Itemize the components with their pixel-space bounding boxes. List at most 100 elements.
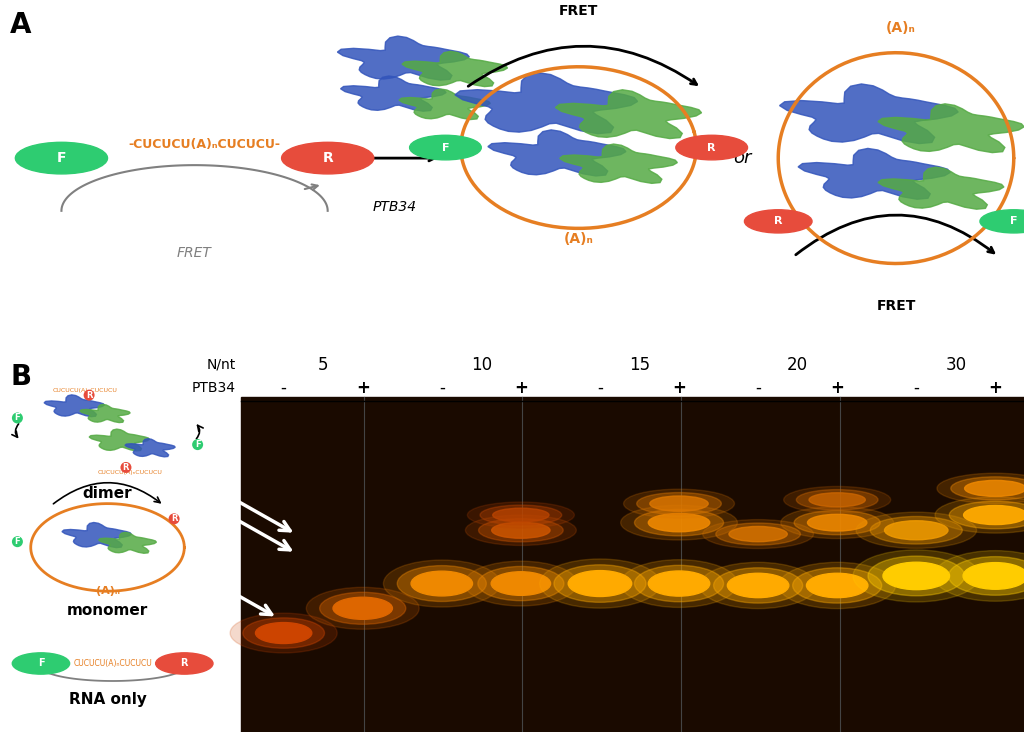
- Ellipse shape: [853, 550, 980, 602]
- Text: +: +: [355, 378, 370, 397]
- Polygon shape: [80, 404, 130, 422]
- Text: +: +: [830, 378, 844, 397]
- Text: +: +: [988, 378, 1002, 397]
- Circle shape: [15, 142, 108, 174]
- Ellipse shape: [540, 559, 660, 608]
- Ellipse shape: [467, 502, 574, 528]
- Ellipse shape: [397, 566, 486, 602]
- Text: CUCUCU(A)ₙCUCUCU: CUCUCU(A)ₙCUCUCU: [97, 470, 163, 475]
- Ellipse shape: [699, 562, 816, 608]
- Text: R: R: [708, 143, 716, 152]
- Circle shape: [744, 210, 812, 233]
- Polygon shape: [560, 144, 677, 183]
- Text: F: F: [38, 659, 44, 668]
- Text: R: R: [86, 391, 92, 400]
- Text: R: R: [180, 659, 188, 668]
- Ellipse shape: [648, 571, 710, 596]
- Ellipse shape: [465, 561, 578, 606]
- Text: A: A: [10, 10, 32, 39]
- Ellipse shape: [568, 571, 632, 597]
- Text: CUCUCU(A)ₙCUCUCU: CUCUCU(A)ₙCUCUCU: [74, 659, 152, 668]
- Polygon shape: [98, 532, 157, 553]
- Ellipse shape: [319, 592, 406, 624]
- Text: F: F: [14, 414, 20, 422]
- Ellipse shape: [779, 562, 896, 608]
- Text: R: R: [323, 151, 333, 165]
- Ellipse shape: [783, 487, 891, 513]
- Ellipse shape: [478, 567, 564, 601]
- Ellipse shape: [716, 523, 801, 545]
- Ellipse shape: [868, 556, 965, 596]
- Polygon shape: [399, 89, 490, 119]
- Ellipse shape: [492, 522, 550, 538]
- Polygon shape: [798, 149, 950, 199]
- Ellipse shape: [554, 565, 646, 602]
- Ellipse shape: [870, 517, 963, 544]
- Circle shape: [282, 142, 374, 174]
- Text: F: F: [441, 143, 450, 152]
- Ellipse shape: [856, 512, 977, 548]
- Text: R: R: [123, 463, 129, 472]
- Ellipse shape: [306, 587, 419, 630]
- Ellipse shape: [793, 568, 882, 603]
- Ellipse shape: [243, 618, 325, 649]
- Circle shape: [410, 135, 481, 160]
- Text: 30: 30: [945, 356, 967, 373]
- Ellipse shape: [624, 489, 734, 518]
- Ellipse shape: [883, 562, 949, 590]
- Ellipse shape: [795, 510, 881, 535]
- Text: -: -: [755, 378, 761, 397]
- Text: -: -: [597, 378, 603, 397]
- Polygon shape: [878, 104, 1024, 152]
- Bar: [241, 397, 1024, 732]
- Polygon shape: [62, 523, 131, 548]
- Ellipse shape: [780, 507, 894, 539]
- Text: -: -: [913, 378, 920, 397]
- Polygon shape: [402, 51, 508, 86]
- Ellipse shape: [935, 497, 1024, 533]
- Circle shape: [676, 135, 748, 160]
- Text: PTB34: PTB34: [372, 201, 417, 214]
- Text: R: R: [171, 515, 177, 523]
- Ellipse shape: [729, 526, 787, 542]
- Polygon shape: [779, 84, 958, 143]
- Text: B: B: [10, 363, 32, 391]
- Text: dimer: dimer: [83, 487, 132, 501]
- Ellipse shape: [937, 473, 1024, 504]
- Ellipse shape: [963, 563, 1024, 589]
- Ellipse shape: [478, 519, 563, 542]
- Text: FRET: FRET: [177, 246, 212, 260]
- Ellipse shape: [255, 622, 311, 643]
- Ellipse shape: [383, 560, 500, 607]
- Text: CUCUCU(A)ₙCUCUCU: CUCUCU(A)ₙCUCUCU: [52, 388, 118, 392]
- Polygon shape: [878, 167, 1004, 209]
- Polygon shape: [125, 438, 175, 457]
- Text: or: or: [733, 149, 752, 167]
- Ellipse shape: [635, 565, 724, 602]
- Text: 15: 15: [629, 356, 650, 373]
- Polygon shape: [89, 429, 150, 451]
- Text: 10: 10: [471, 356, 492, 373]
- Ellipse shape: [480, 505, 562, 525]
- Ellipse shape: [808, 515, 867, 531]
- Polygon shape: [341, 76, 446, 111]
- Ellipse shape: [964, 506, 1024, 525]
- Ellipse shape: [635, 509, 724, 536]
- Ellipse shape: [885, 520, 948, 539]
- Ellipse shape: [965, 480, 1024, 496]
- Ellipse shape: [948, 556, 1024, 595]
- Circle shape: [12, 653, 70, 674]
- Polygon shape: [455, 72, 638, 134]
- Text: RNA only: RNA only: [69, 692, 146, 707]
- Ellipse shape: [621, 505, 737, 540]
- Ellipse shape: [637, 493, 721, 515]
- Ellipse shape: [809, 493, 865, 507]
- Text: F: F: [195, 440, 201, 449]
- Ellipse shape: [797, 490, 878, 510]
- Ellipse shape: [492, 572, 551, 595]
- Ellipse shape: [807, 573, 868, 597]
- Polygon shape: [487, 130, 626, 176]
- Text: PTB34: PTB34: [191, 381, 236, 395]
- Text: F: F: [1010, 217, 1018, 226]
- Ellipse shape: [650, 496, 709, 511]
